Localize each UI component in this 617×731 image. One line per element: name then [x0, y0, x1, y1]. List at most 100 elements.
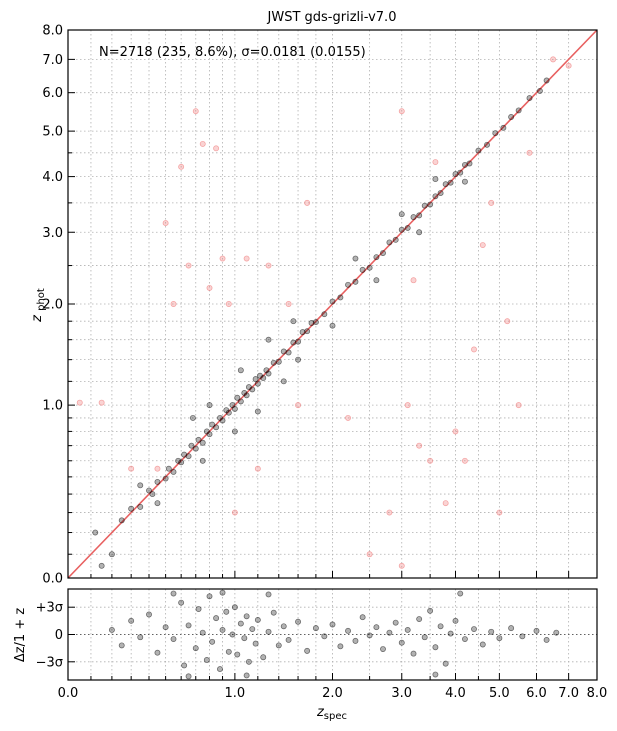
data-point — [128, 505, 135, 512]
residual-point — [195, 606, 202, 612]
data-point — [452, 171, 459, 178]
outlier-point — [565, 62, 572, 69]
residual-point — [243, 613, 250, 620]
data-point — [299, 329, 306, 336]
outlier-point — [452, 428, 459, 435]
y-tick-label: 3.0 — [42, 226, 63, 241]
data-point — [352, 255, 359, 262]
y-axis-label: z phot — [30, 288, 47, 323]
data-point — [484, 141, 490, 148]
data-point — [249, 386, 256, 393]
data-point — [206, 402, 213, 409]
data-point — [290, 318, 297, 325]
residual-point — [260, 654, 267, 661]
outlier-point — [254, 465, 261, 472]
data-point — [461, 178, 468, 185]
x-tick-label: 8.0 — [587, 686, 608, 701]
y-tick-label: 4.0 — [42, 170, 63, 185]
residual-point — [162, 624, 169, 631]
outlier-point — [192, 108, 199, 115]
outlier-point — [170, 301, 177, 307]
outlier-point — [410, 277, 417, 284]
residual-point — [461, 636, 468, 643]
outlier-point — [206, 284, 213, 291]
data-point — [243, 392, 250, 399]
y-tick-label: 8.0 — [42, 24, 63, 39]
residual-point — [312, 625, 319, 632]
data-point — [231, 405, 238, 412]
y-tick-label: 7.0 — [42, 53, 63, 68]
stats-annotation: N=2718 (235, 8.6%), σ=0.0181 (0.0155) — [99, 45, 366, 60]
data-point — [154, 500, 161, 507]
residual-point — [231, 604, 238, 611]
data-point — [536, 87, 543, 94]
data-point — [404, 224, 411, 231]
residual-point — [154, 649, 161, 656]
residual-point — [206, 593, 213, 600]
residual-point — [225, 648, 232, 655]
residual-ticks: 0.0 1.0 2.0 3.0 4.0 5.0 6.0 7.0 8.0 +3σ 0 −3σ — [36, 601, 608, 701]
data-point — [398, 211, 405, 218]
x-axis-label-main: z — [316, 705, 325, 720]
residual-point — [345, 627, 351, 634]
residual-point — [386, 629, 393, 636]
residual-point — [178, 599, 185, 606]
outlier-point — [416, 442, 423, 449]
data-point — [290, 339, 297, 346]
data-point — [398, 226, 405, 233]
x-axis-label-subscript: spec — [324, 711, 347, 722]
outlier-point — [515, 402, 522, 409]
residual-point — [209, 638, 216, 645]
data-point — [427, 201, 434, 208]
data-point — [543, 77, 550, 84]
data-point — [175, 457, 182, 464]
x-tick-label: 3.0 — [391, 686, 412, 701]
outlier-point — [225, 301, 232, 307]
y-tick-label: 0.0 — [42, 572, 63, 587]
outlier-point — [479, 242, 486, 248]
residual-frame — [67, 588, 598, 681]
data-point — [337, 294, 344, 301]
data-point — [254, 408, 261, 415]
residual-point — [234, 651, 241, 658]
residual-point — [366, 632, 373, 639]
data-point — [263, 367, 270, 374]
residual-point — [437, 623, 444, 630]
x-tick-label: 5.0 — [489, 686, 510, 701]
outlier-point — [243, 255, 250, 262]
outlier-point — [471, 346, 477, 353]
outlier-point — [550, 56, 557, 63]
residual-point — [304, 647, 311, 654]
y-tick-label: 1.0 — [42, 399, 63, 414]
data-point — [154, 478, 161, 485]
residual-point — [146, 611, 152, 618]
x-tick-label: 2.0 — [322, 686, 343, 701]
x-axis-label: zspec — [316, 705, 347, 722]
outlier-point — [98, 399, 105, 406]
residual-point — [519, 633, 526, 640]
data-point — [137, 503, 144, 510]
outlier-point — [345, 414, 351, 421]
residual-point — [432, 671, 439, 678]
data-point — [500, 124, 507, 131]
residual-point — [488, 628, 495, 635]
outlier-point — [404, 402, 411, 409]
data-point — [442, 181, 449, 188]
data-point — [515, 107, 522, 114]
residual-y-tick-label: 0 — [55, 628, 63, 643]
y-tick-label: 5.0 — [42, 125, 63, 140]
residual-point — [479, 641, 486, 648]
y-tick-label: 2.0 — [42, 298, 63, 313]
residual-point — [404, 627, 411, 633]
data-point — [185, 453, 192, 460]
residual-y-axis-label: Δz/1 + z — [13, 608, 28, 663]
residual-point — [108, 627, 115, 633]
data-point — [295, 356, 301, 363]
data-point — [508, 114, 515, 120]
residual-point — [265, 591, 272, 598]
data-point — [280, 378, 287, 385]
data-point — [352, 278, 359, 285]
outlier-point — [304, 199, 311, 206]
data-point — [386, 239, 393, 246]
data-point — [410, 214, 417, 221]
